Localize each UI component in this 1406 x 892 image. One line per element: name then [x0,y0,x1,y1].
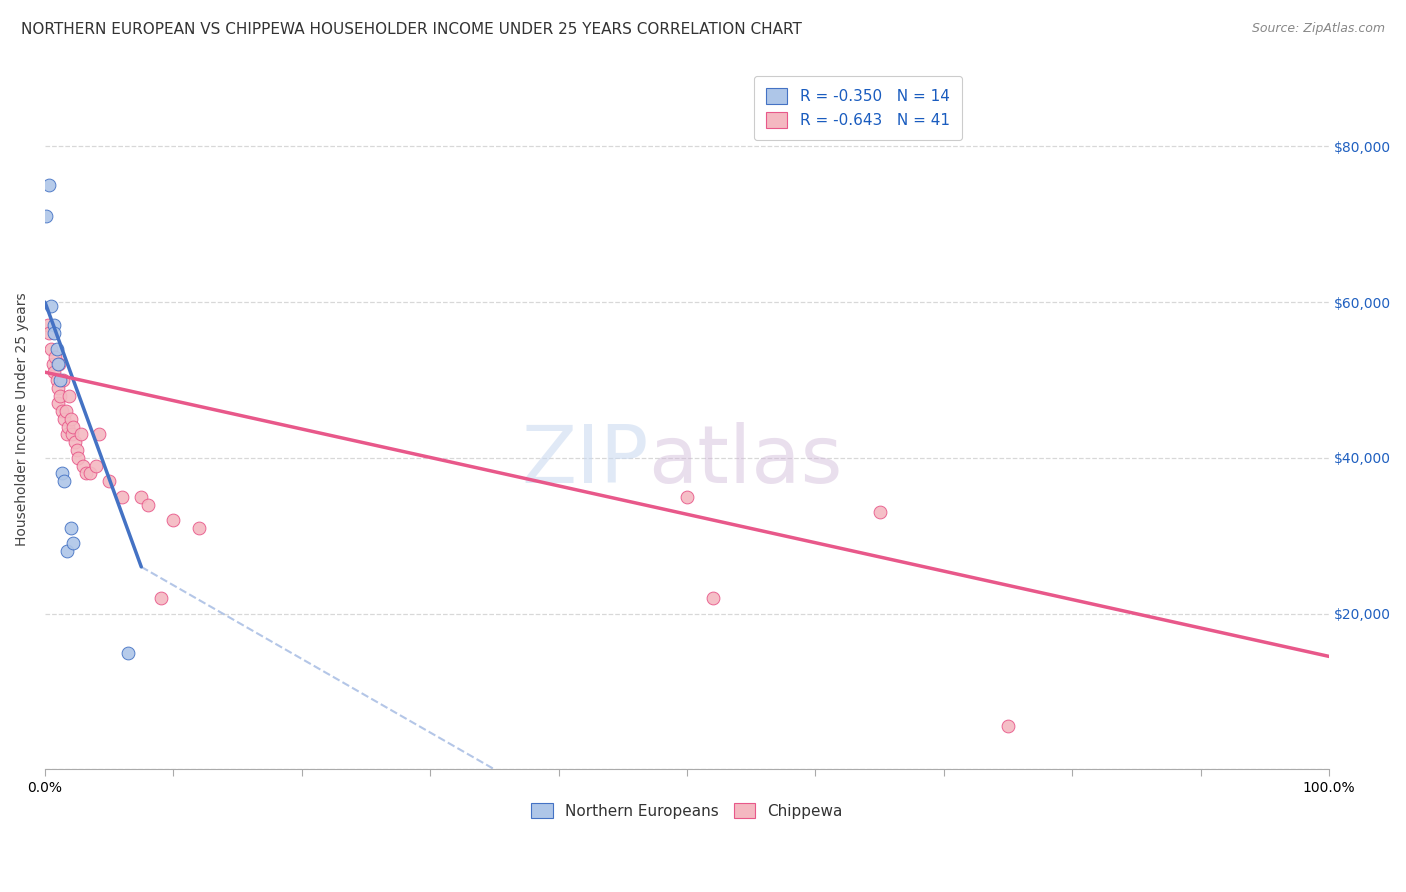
Point [162,513,184,527]
Point [51,467,73,481]
Point [53,474,76,488]
Point [41,342,63,356]
Point [46,358,69,372]
Point [702,591,724,605]
Point [79,467,101,481]
Point [49,373,72,387]
Point [87,427,110,442]
Point [42,326,65,341]
Point [676,490,699,504]
Point [45,373,67,387]
Point [45,342,67,356]
Y-axis label: Householder Income Under 25 years: Householder Income Under 25 years [15,292,30,546]
Point [52,373,75,387]
Point [41,299,63,313]
Point [58,388,80,402]
Point [70,427,93,442]
Point [38,178,60,193]
Point [66,443,89,458]
Point [41,358,63,372]
Point [62,419,84,434]
Point [98,474,121,488]
Point [53,412,76,426]
Point [67,450,90,465]
Point [75,467,97,481]
Point [86,458,108,473]
Point [46,381,69,395]
Legend: Northern Europeans, Chippewa: Northern Europeans, Chippewa [524,797,849,825]
Point [149,591,172,605]
Point [56,419,79,434]
Point [59,521,82,535]
Text: atlas: atlas [648,422,842,500]
Point [35,210,58,224]
Point [136,498,159,512]
Point [129,490,152,504]
Point [44,350,66,364]
Point [60,427,83,442]
Point [869,505,891,519]
Point [42,318,65,333]
Point [55,404,77,418]
Point [46,396,69,410]
Point [62,536,84,550]
Point [63,435,86,450]
Point [48,358,70,372]
Point [51,404,73,418]
Text: ZIP: ZIP [522,422,648,500]
Point [997,719,1019,733]
Text: Source: ZipAtlas.com: Source: ZipAtlas.com [1251,22,1385,36]
Point [38,326,60,341]
Point [49,388,72,402]
Point [72,458,94,473]
Point [42,365,65,379]
Point [56,544,79,558]
Point [56,427,79,442]
Point [37,318,59,333]
Point [111,490,134,504]
Point [188,521,211,535]
Point [59,412,82,426]
Text: NORTHERN EUROPEAN VS CHIPPEWA HOUSEHOLDER INCOME UNDER 25 YEARS CORRELATION CHAR: NORTHERN EUROPEAN VS CHIPPEWA HOUSEHOLDE… [21,22,801,37]
Point [117,646,139,660]
